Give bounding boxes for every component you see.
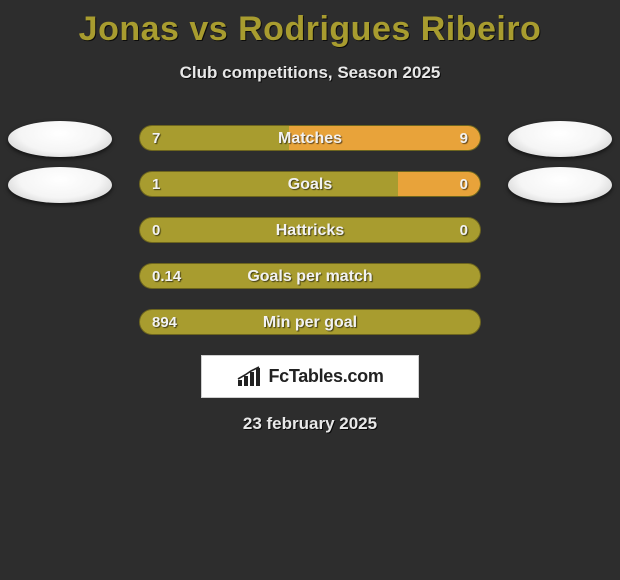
stat-bar: Goals10 <box>139 171 481 197</box>
stat-row: Min per goal894 <box>0 309 620 337</box>
stat-bar: Matches79 <box>139 125 481 151</box>
stat-bar: Goals per match0.14 <box>139 263 481 289</box>
player-avatar-right <box>508 167 612 203</box>
stat-value-left: 894 <box>152 310 177 335</box>
brand-text: FcTables.com <box>268 366 383 387</box>
date-line: 23 february 2025 <box>0 414 620 434</box>
player-avatar-right <box>508 121 612 157</box>
stat-label: Goals per match <box>140 264 480 289</box>
stat-value-right: 0 <box>460 218 468 243</box>
stat-row: Matches79 <box>0 125 620 153</box>
comparison-card: Jonas vs Rodrigues Ribeiro Club competit… <box>0 0 620 580</box>
player-avatar-left <box>8 167 112 203</box>
stat-label: Hattricks <box>140 218 480 243</box>
stat-bar: Min per goal894 <box>139 309 481 335</box>
player-avatar-left <box>8 121 112 157</box>
brand-badge[interactable]: FcTables.com <box>201 355 419 398</box>
stat-bar-right-fill <box>398 172 480 196</box>
stat-rows: Matches79 Goals10 Hattricks0 0 Goals per mat… <box>0 125 620 337</box>
stat-row: Goals per match0.14 <box>0 263 620 291</box>
stat-row: Hattricks0 0 <box>0 217 620 245</box>
stat-value-left: 0.14 <box>152 264 181 289</box>
stat-bar: Hattricks0 0 <box>139 217 481 243</box>
chart-icon <box>236 366 262 388</box>
stat-bar-right-fill <box>289 126 480 150</box>
stat-value-left: 0 <box>152 218 160 243</box>
stat-value-left: 7 <box>152 126 160 151</box>
stat-label: Min per goal <box>140 310 480 335</box>
stat-value-left: 1 <box>152 172 160 197</box>
page-title: Jonas vs Rodrigues Ribeiro <box>0 0 620 49</box>
stat-row: Goals10 <box>0 171 620 199</box>
subtitle: Club competitions, Season 2025 <box>0 63 620 83</box>
